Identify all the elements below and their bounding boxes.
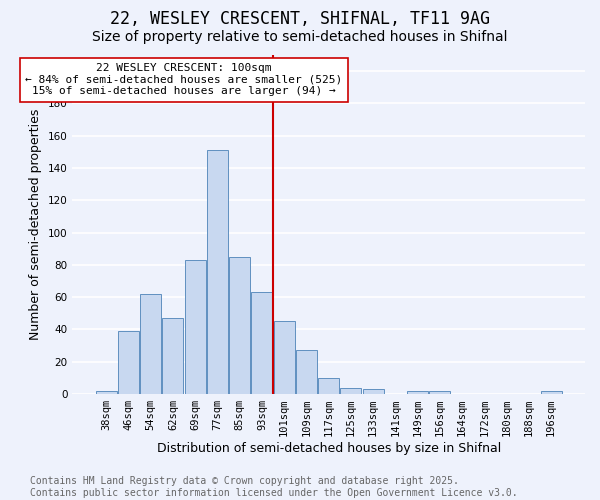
Bar bbox=[207, 150, 228, 394]
Bar bbox=[318, 378, 339, 394]
X-axis label: Distribution of semi-detached houses by size in Shifnal: Distribution of semi-detached houses by … bbox=[157, 442, 501, 455]
Bar bbox=[340, 388, 361, 394]
Bar bbox=[541, 391, 562, 394]
Text: Size of property relative to semi-detached houses in Shifnal: Size of property relative to semi-detach… bbox=[92, 30, 508, 44]
Y-axis label: Number of semi-detached properties: Number of semi-detached properties bbox=[29, 109, 42, 340]
Bar bbox=[407, 391, 428, 394]
Text: Contains HM Land Registry data © Crown copyright and database right 2025.
Contai: Contains HM Land Registry data © Crown c… bbox=[30, 476, 518, 498]
Bar bbox=[118, 331, 139, 394]
Bar bbox=[362, 389, 384, 394]
Text: 22, WESLEY CRESCENT, SHIFNAL, TF11 9AG: 22, WESLEY CRESCENT, SHIFNAL, TF11 9AG bbox=[110, 10, 490, 28]
Bar bbox=[430, 391, 451, 394]
Bar bbox=[274, 322, 295, 394]
Bar bbox=[296, 350, 317, 394]
Bar bbox=[229, 257, 250, 394]
Bar bbox=[95, 391, 117, 394]
Bar bbox=[185, 260, 206, 394]
Bar bbox=[140, 294, 161, 394]
Bar bbox=[163, 318, 184, 394]
Text: 22 WESLEY CRESCENT: 100sqm
← 84% of semi-detached houses are smaller (525)
15% o: 22 WESLEY CRESCENT: 100sqm ← 84% of semi… bbox=[25, 63, 343, 96]
Bar bbox=[251, 292, 272, 394]
